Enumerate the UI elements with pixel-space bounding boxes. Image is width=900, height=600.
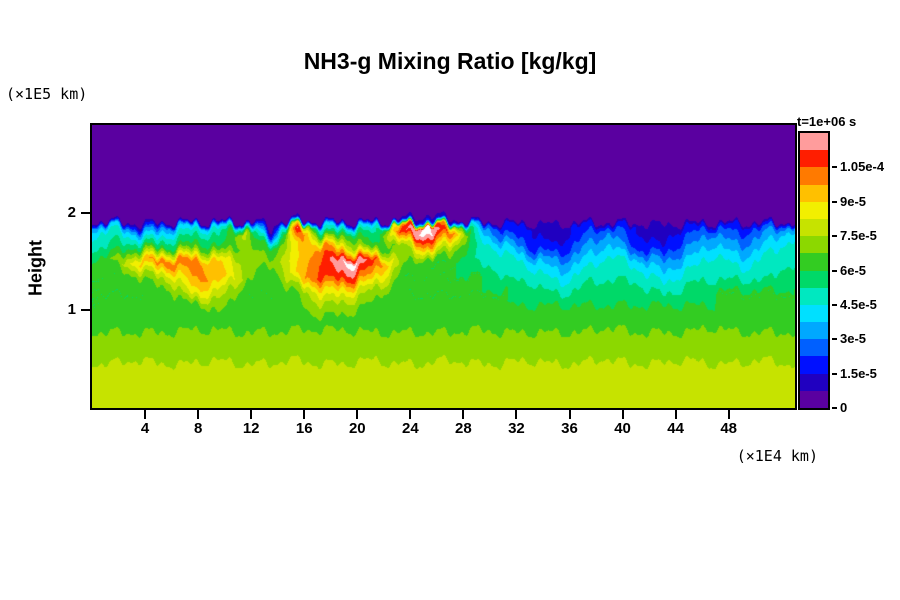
- x-tick-label: 12: [242, 420, 260, 437]
- x-tick-label: 4: [140, 420, 150, 437]
- colorbar-tick-label: 9e-5: [840, 193, 867, 209]
- chart-title: NH3-g Mixing Ratio [kg/kg]: [303, 48, 597, 74]
- x-tick: [303, 410, 306, 419]
- colorbar-tick: [832, 407, 837, 409]
- x-tick: [409, 410, 412, 419]
- colorbar-segment: [800, 167, 828, 185]
- x-tick-label: 48: [720, 420, 738, 437]
- x-tick-label: 28: [455, 420, 472, 437]
- colorbar-segment: [800, 304, 828, 323]
- time-label: t=1e+06 s: [797, 114, 857, 129]
- colorbar-segment: [800, 218, 828, 237]
- colorbar-tick: [832, 166, 837, 169]
- y-tick: [81, 309, 90, 312]
- colorbar-tick: [832, 200, 837, 203]
- colorbar-tick-label: 1.05e-4: [840, 159, 885, 175]
- x-tick-label: 24: [401, 420, 419, 437]
- x-tick: [144, 410, 147, 419]
- colorbar-segment: [800, 150, 828, 168]
- x-tick-label: 8: [193, 420, 203, 437]
- colorbar-segment: [800, 356, 828, 374]
- colorbar-tick-label: 4.5e-5: [840, 296, 877, 312]
- colorbar-segment: [800, 373, 828, 391]
- colorbar-segment: [800, 184, 828, 202]
- x-tick: [674, 410, 677, 419]
- colorbar-segment: [800, 201, 828, 219]
- colorbar: [798, 131, 830, 410]
- colorbar-segment: [800, 322, 828, 340]
- x-tick: [515, 410, 518, 419]
- colorbar-tick: [832, 269, 837, 272]
- colorbar-segment: [800, 270, 828, 288]
- colorbar-segment: [800, 287, 828, 305]
- colorbar-segment: [800, 339, 828, 357]
- colorbar-tick-label: 7.5e-5: [840, 228, 877, 244]
- colorbar-tick-label: 6e-5: [840, 262, 867, 278]
- x-tick-label: 36: [561, 420, 578, 437]
- y-axis-unit-label: (×1E5 km): [6, 85, 88, 103]
- colorbar-segment: [800, 236, 828, 254]
- colorbar-tick: [832, 372, 837, 375]
- y-axis-label: Height: [25, 240, 46, 296]
- colorbar-tick-label: 3e-5: [840, 331, 867, 347]
- x-tick-label: 40: [614, 420, 631, 437]
- y-tick-label: 1: [67, 301, 76, 319]
- x-tick-label: 44: [667, 420, 684, 437]
- colorbar-tick-label: 1.5e-5: [840, 365, 877, 381]
- colorbar-tick: [832, 338, 837, 341]
- y-tick-label: 2: [67, 203, 76, 221]
- heatmap-canvas: [90, 123, 797, 410]
- x-tick-label: 20: [348, 420, 366, 437]
- x-tick-label: 16: [295, 420, 313, 437]
- colorbar-tick-label: 0: [840, 400, 848, 415]
- x-tick: [356, 410, 359, 419]
- x-tick: [727, 410, 730, 419]
- colorbar-tick: [832, 235, 837, 238]
- x-tick: [462, 410, 465, 419]
- colorbar-segment: [800, 133, 828, 151]
- colorbar-segment: [800, 390, 828, 408]
- y-tick: [81, 211, 90, 214]
- x-tick: [197, 410, 200, 419]
- x-tick: [621, 410, 624, 419]
- colorbar-segment: [800, 253, 828, 271]
- x-tick-label: 32: [508, 420, 525, 437]
- colorbar-tick: [832, 303, 837, 306]
- x-tick: [568, 410, 571, 419]
- x-axis-unit-label: (×1E4 km): [736, 447, 818, 465]
- x-tick: [250, 410, 253, 419]
